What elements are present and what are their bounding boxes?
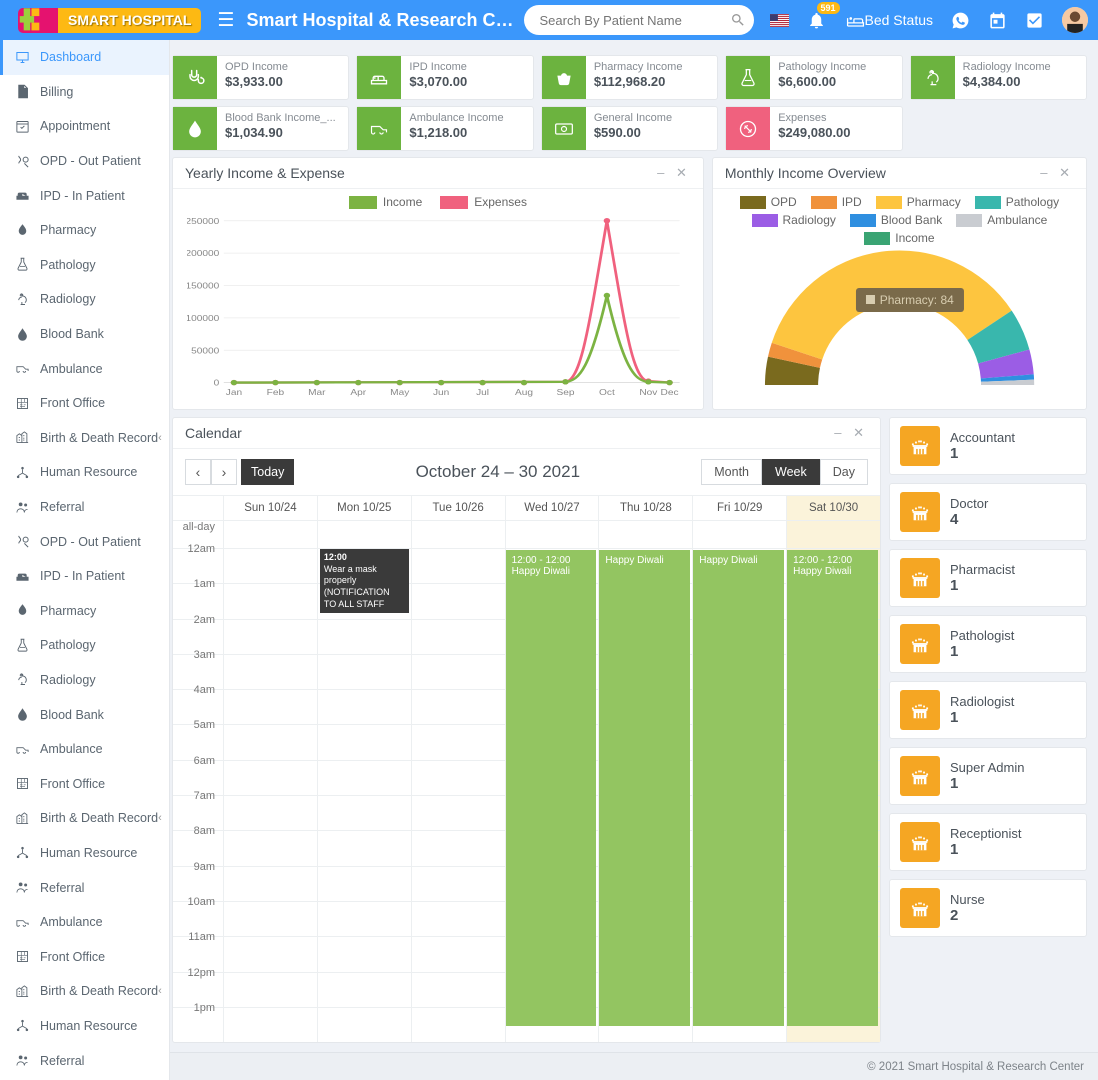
- svg-text:Dec: Dec: [661, 388, 679, 397]
- svg-text:Jul: Jul: [476, 388, 489, 397]
- svg-text:250000: 250000: [187, 217, 219, 226]
- svg-text:200000: 200000: [187, 249, 219, 258]
- svg-text:Feb: Feb: [267, 388, 284, 397]
- svg-text:Apr: Apr: [350, 388, 366, 397]
- svg-text:Oct: Oct: [599, 388, 615, 397]
- svg-text:Nov: Nov: [639, 388, 657, 397]
- svg-text:Aug: Aug: [515, 388, 533, 397]
- svg-text:Jan: Jan: [226, 388, 242, 397]
- svg-text:0: 0: [214, 378, 220, 387]
- svg-text:Sep: Sep: [556, 388, 574, 397]
- svg-text:150000: 150000: [187, 281, 219, 290]
- svg-text:Mar: Mar: [308, 388, 325, 397]
- svg-text:Jun: Jun: [433, 388, 449, 397]
- svg-text:100000: 100000: [187, 314, 219, 323]
- svg-text:May: May: [390, 388, 409, 397]
- svg-text:50000: 50000: [191, 346, 219, 355]
